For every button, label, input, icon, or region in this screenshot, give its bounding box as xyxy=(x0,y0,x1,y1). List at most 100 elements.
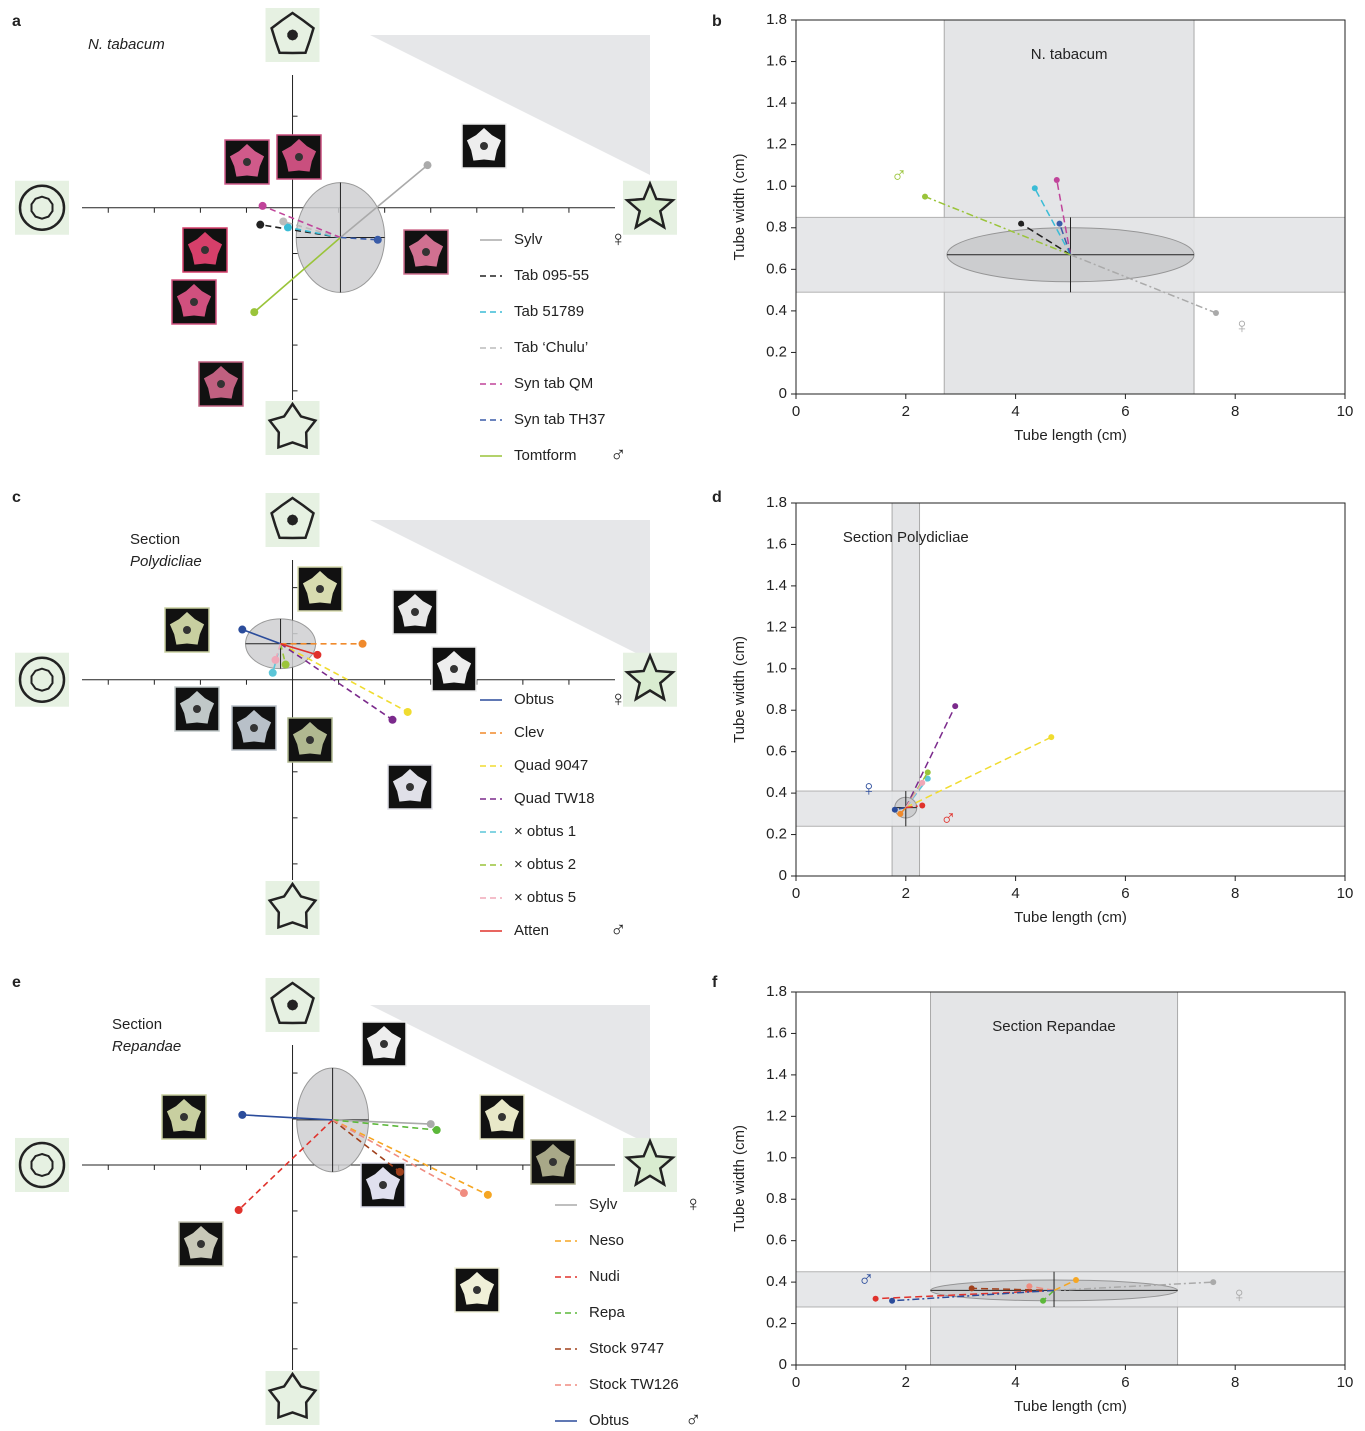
flower-eye xyxy=(316,585,324,593)
sex-label: ♀ xyxy=(1234,313,1251,338)
centroid-point xyxy=(1054,177,1060,183)
centroid-point xyxy=(271,656,279,664)
x-axis-label: Tube length (cm) xyxy=(1014,427,1127,444)
centroid-point xyxy=(396,1168,404,1176)
centroid-point xyxy=(922,194,928,200)
flower-eye xyxy=(217,380,225,388)
flower-eye xyxy=(201,246,209,254)
decor-triangle xyxy=(370,35,650,175)
y-tick-label: 0 xyxy=(779,867,787,884)
centroid-point xyxy=(235,1206,243,1214)
centroid-link xyxy=(281,644,393,720)
y-tick-label: 0.8 xyxy=(766,219,787,236)
x-tick-label: 6 xyxy=(1121,403,1129,420)
y-tick-label: 1.4 xyxy=(766,1066,787,1083)
flower-eye xyxy=(450,665,458,673)
x-axis-label: Tube length (cm) xyxy=(1014,1398,1127,1415)
centroid-point xyxy=(424,161,432,169)
legend-label: Tab ‘Chulu’ xyxy=(514,339,588,356)
legend-sex: ♂ xyxy=(685,1407,702,1426)
y-band xyxy=(796,791,1345,826)
legend-label: Clev xyxy=(514,724,545,741)
legend-label: Stock 9747 xyxy=(589,1340,664,1357)
y-tick-label: 1.0 xyxy=(766,1149,787,1166)
centroid-link xyxy=(281,644,408,712)
legend-label: Quad 9047 xyxy=(514,757,588,774)
y-tick-label: 1.2 xyxy=(766,618,787,635)
x-tick-label: 0 xyxy=(792,1374,800,1391)
y-tick-label: 0.6 xyxy=(766,1232,787,1249)
y-tick-label: 1.8 xyxy=(766,983,787,1000)
flower-eye xyxy=(422,248,430,256)
icon-bg xyxy=(15,1138,69,1192)
flower-eye xyxy=(250,724,258,732)
figure: N. tabacumSylv♀Tab 095-55Tab 51789Tab ‘C… xyxy=(0,0,1365,1426)
centroid-point xyxy=(1073,1277,1079,1283)
y-axis-label: Tube width (cm) xyxy=(731,154,748,261)
x-tick-label: 4 xyxy=(1011,885,1019,902)
centroid-point xyxy=(259,202,267,210)
centroid-point xyxy=(1213,310,1219,316)
panel-title: N. tabacum xyxy=(1031,46,1108,63)
legend-label: Obtus xyxy=(514,691,554,708)
legend-label: Sylv xyxy=(589,1196,618,1213)
centroid-point xyxy=(873,1296,879,1302)
y-tick-label: 1.4 xyxy=(766,94,787,111)
x-tick-label: 0 xyxy=(792,403,800,420)
panel-letter: c xyxy=(12,489,21,506)
flower-eye xyxy=(480,142,488,150)
y-tick-label: 0.8 xyxy=(766,701,787,718)
centroid-point xyxy=(919,803,925,809)
panel-letter: f xyxy=(712,974,718,991)
legend-label: Stock TW126 xyxy=(589,1376,679,1393)
centroid-point xyxy=(1210,1279,1216,1285)
legend-label: Neso xyxy=(589,1232,624,1249)
y-tick-label: 0 xyxy=(779,1356,787,1373)
centroid-point xyxy=(1032,185,1038,191)
x-tick-label: 6 xyxy=(1121,885,1129,902)
y-tick-label: 1.6 xyxy=(766,535,787,552)
centroid-point xyxy=(359,640,367,648)
legend-label: Sylv xyxy=(514,231,543,248)
icon-bg xyxy=(266,881,320,935)
icon-shape xyxy=(288,30,298,40)
legend-label: Tomtform xyxy=(514,447,577,464)
flower-eye xyxy=(197,1240,205,1248)
icon-bg xyxy=(15,653,69,707)
centroid-point xyxy=(404,708,412,716)
centroid-point xyxy=(388,716,396,724)
legend-sex: ♂ xyxy=(610,442,627,467)
centroid-point xyxy=(1057,221,1063,227)
flower-eye xyxy=(549,1158,557,1166)
legend-label: Nudi xyxy=(589,1268,620,1285)
y-tick-label: 1.4 xyxy=(766,577,787,594)
flower-eye xyxy=(190,298,198,306)
centroid-point xyxy=(969,1285,975,1291)
legend-sex: ♀ xyxy=(610,226,627,251)
centroid-point xyxy=(250,308,258,316)
legend-sex: ♀ xyxy=(685,1191,702,1216)
y-tick-label: 1.0 xyxy=(766,660,787,677)
panel-letter: b xyxy=(712,13,722,30)
y-tick-label: 0.4 xyxy=(766,1273,787,1290)
centroid-point xyxy=(256,221,264,229)
centroid-point xyxy=(1018,221,1024,227)
flower-eye xyxy=(379,1181,387,1189)
centroid-point xyxy=(1040,1298,1046,1304)
x-axis-label: Tube length (cm) xyxy=(1014,909,1127,926)
y-tick-label: 0.4 xyxy=(766,302,787,319)
icon-shape xyxy=(288,515,298,525)
panel-title: N. tabacum xyxy=(88,36,165,53)
centroid-point xyxy=(484,1191,492,1199)
x-tick-label: 2 xyxy=(902,403,910,420)
panel-letter: a xyxy=(12,13,21,30)
flower-eye xyxy=(295,153,303,161)
y-tick-label: 0 xyxy=(779,385,787,402)
icon-bg xyxy=(266,1371,320,1425)
centroid-point xyxy=(238,1111,246,1119)
y-tick-label: 1.8 xyxy=(766,494,787,511)
flower-eye xyxy=(180,1113,188,1121)
flower-eye xyxy=(406,783,414,791)
y-tick-label: 1.2 xyxy=(766,1107,787,1124)
panel-title: Section Polydicliae xyxy=(843,529,969,546)
